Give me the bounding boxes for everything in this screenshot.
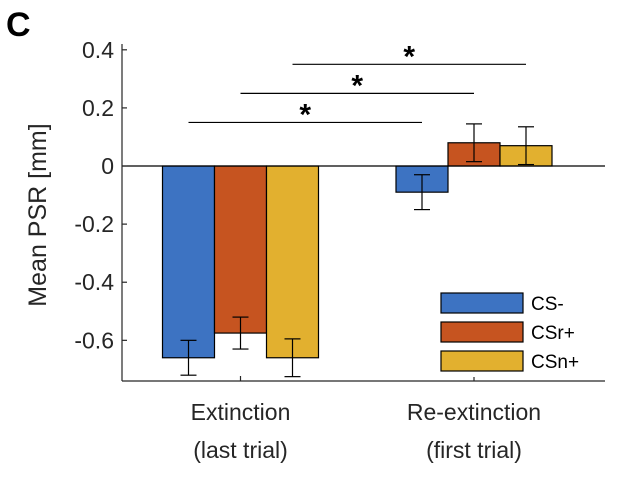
x-category-sublabel: (last trial) [193,437,288,463]
panel-letter: C [6,6,31,44]
x-category-label: Re-extinction [407,399,541,425]
y-tick-label: 0.2 [82,95,114,121]
comparisons-group: * * * [188,40,526,131]
legend-swatch-csr [440,321,524,343]
legend-swatch-csn [440,350,524,372]
bar-csn-group-1 [265,165,320,359]
bar-csr-group-1 [213,165,268,334]
significance-star: * [299,98,311,131]
y-tick-label: -0.6 [74,327,114,353]
y-tick-label: -0.4 [74,269,114,295]
axes-group: 0.4 0.2 0 -0.2 -0.4 -0.6 Extinction (last trial… [74,37,605,463]
bar-cs-group-1 [161,165,216,359]
significance-star: * [351,69,363,102]
significance-star: * [403,40,415,73]
legend: CS- CSr+ CSn+ [433,285,599,377]
legend-swatch-cs [440,292,524,314]
bars-group [161,123,553,378]
x-category-label: Extinction [191,399,291,425]
legend-label: CSn+ [531,352,579,373]
y-tick-label: 0.4 [82,37,114,63]
y-axis-title: Mean PSR [mm] [24,123,52,306]
x-category-sublabel: (first trial) [426,437,522,463]
legend-label: CSr+ [531,323,575,344]
y-tick-label: -0.2 [74,211,114,237]
y-tick-label: 0 [101,153,114,179]
legend-label: CS- [531,294,564,315]
